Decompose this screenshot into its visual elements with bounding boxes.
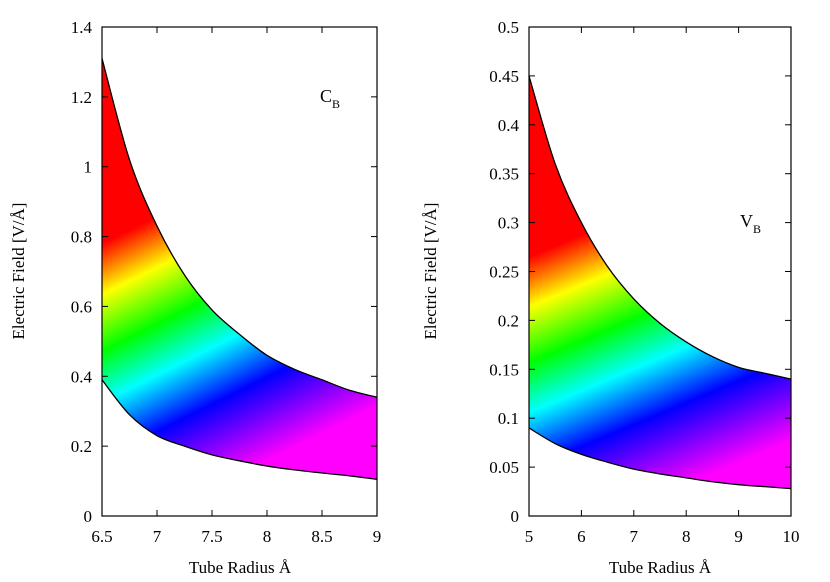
x-tick-label-vb-3: 8 — [682, 527, 691, 546]
y-tick-vb-7: 0.35 — [489, 165, 791, 184]
y-tick-cb-7: 1.4 — [71, 18, 377, 37]
x-ticks-cb: 6.5 7 7.5 8 8.5 9 — [91, 27, 381, 546]
x-tick-vb-1: 6 — [577, 27, 586, 546]
x-tick-label-vb-0: 5 — [525, 527, 534, 546]
x-tick-label-cb-5: 9 — [373, 527, 382, 546]
annotation-vb: VB — [740, 211, 761, 236]
x-tick-cb-1: 7 — [153, 27, 162, 546]
y-tick-cb-6: 1.2 — [71, 88, 377, 107]
x-tick-cb-4: 8.5 — [311, 27, 333, 546]
x-tick-label-vb-4: 9 — [734, 527, 743, 546]
x-axis-label-vb: Tube Radius Å — [609, 558, 712, 577]
y-tick-cb-1: 0.2 — [71, 437, 377, 456]
y-tick-label-vb-9: 0.45 — [489, 67, 519, 86]
y-tick-cb-3: 0.6 — [71, 297, 377, 316]
y-tick-label-cb-2: 0.4 — [71, 367, 93, 386]
x-tick-vb-0: 5 — [525, 27, 534, 546]
annotation-cb: CB — [320, 86, 340, 111]
field-band-cb — [102, 58, 377, 480]
y-tick-vb-9: 0.45 — [489, 67, 791, 86]
y-tick-label-vb-6: 0.3 — [498, 214, 519, 233]
x-ticks-vb: 5 6 7 8 9 10 — [525, 27, 800, 546]
y-tick-label-vb-0: 0 — [511, 507, 520, 526]
y-tick-label-vb-7: 0.35 — [489, 165, 519, 184]
y-tick-label-vb-3: 0.15 — [489, 360, 519, 379]
plot-frame-cb — [101, 26, 378, 517]
x-tick-label-cb-4: 8.5 — [311, 527, 332, 546]
y-tick-label-vb-4: 0.2 — [498, 311, 519, 330]
y-tick-cb-4: 0.8 — [71, 228, 377, 247]
y-tick-label-cb-4: 0.8 — [71, 228, 92, 247]
y-tick-label-cb-7: 1.4 — [71, 18, 93, 37]
x-tick-cb-5: 9 — [373, 27, 382, 546]
upper-curve-vb — [528, 75, 792, 380]
chart-vb: 5 6 7 8 9 10 0 0.05 0.1 0.15 0.2 0.25 0.3 0.35 0.4 0.4… — [421, 18, 800, 577]
y-tick-label-vb-10: 0.5 — [498, 18, 519, 37]
x-tick-label-vb-5: 10 — [783, 527, 800, 546]
x-tick-label-cb-2: 7.5 — [201, 527, 222, 546]
y-tick-label-vb-2: 0.1 — [498, 409, 519, 428]
y-tick-vb-0: 0 — [511, 507, 791, 526]
x-tick-cb-2: 7.5 — [201, 27, 223, 546]
y-tick-vb-8: 0.4 — [498, 116, 791, 135]
y-tick-label-vb-5: 0.25 — [489, 263, 519, 282]
y-tick-vb-5: 0.25 — [489, 263, 791, 282]
y-tick-vb-6: 0.3 — [498, 214, 791, 233]
x-tick-cb-3: 8 — [263, 27, 272, 546]
y-tick-label-cb-0: 0 — [84, 507, 93, 526]
lower-curve-cb — [101, 379, 378, 480]
y-tick-label-vb-1: 0.05 — [489, 458, 519, 477]
upper-curve-cb — [101, 58, 378, 398]
field-band-vb — [529, 75, 791, 489]
chart-cb: 6.5 7 7.5 8 8.5 9 0 0.2 0.4 0.6 0.8 1 1.2 1.4 Tube R… — [9, 18, 381, 577]
lower-curve-vb — [528, 427, 792, 490]
y-tick-label-vb-8: 0.4 — [498, 116, 520, 135]
x-tick-vb-5: 10 — [783, 27, 800, 546]
x-tick-cb-0: 6.5 — [91, 27, 113, 546]
x-tick-label-cb-0: 6.5 — [91, 527, 112, 546]
x-tick-vb-3: 8 — [682, 27, 691, 546]
y-ticks-cb: 0 0.2 0.4 0.6 0.8 1 1.2 1.4 — [71, 18, 377, 526]
y-tick-label-cb-6: 1.2 — [71, 88, 92, 107]
x-axis-label-cb: Tube Radius Å — [189, 558, 292, 577]
y-tick-label-cb-1: 0.2 — [71, 437, 92, 456]
x-tick-vb-4: 9 — [734, 27, 743, 546]
y-tick-label-cb-5: 1 — [84, 158, 93, 177]
y-tick-label-cb-3: 0.6 — [71, 297, 92, 316]
x-tick-label-cb-3: 8 — [263, 527, 272, 546]
y-tick-vb-3: 0.15 — [489, 360, 791, 379]
y-tick-cb-5: 1 — [84, 158, 377, 177]
y-axis-label-vb: Electric Field [V/Å] — [421, 203, 440, 340]
y-tick-cb-0: 0 — [84, 507, 377, 526]
y-tick-vb-4: 0.2 — [498, 311, 791, 330]
y-tick-vb-1: 0.05 — [489, 458, 791, 477]
x-tick-label-vb-2: 7 — [630, 527, 639, 546]
x-tick-vb-2: 7 — [630, 27, 639, 546]
y-tick-cb-2: 0.4 — [71, 367, 377, 386]
y-tick-vb-2: 0.1 — [498, 409, 791, 428]
x-tick-label-vb-1: 6 — [577, 527, 586, 546]
y-ticks-vb: 0 0.05 0.1 0.15 0.2 0.25 0.3 0.35 0.4 0.45 0.5 — [489, 18, 791, 526]
y-tick-vb-10: 0.5 — [498, 18, 791, 37]
x-tick-label-cb-1: 7 — [153, 527, 162, 546]
y-axis-label-cb: Electric Field [V/Å] — [9, 203, 28, 340]
